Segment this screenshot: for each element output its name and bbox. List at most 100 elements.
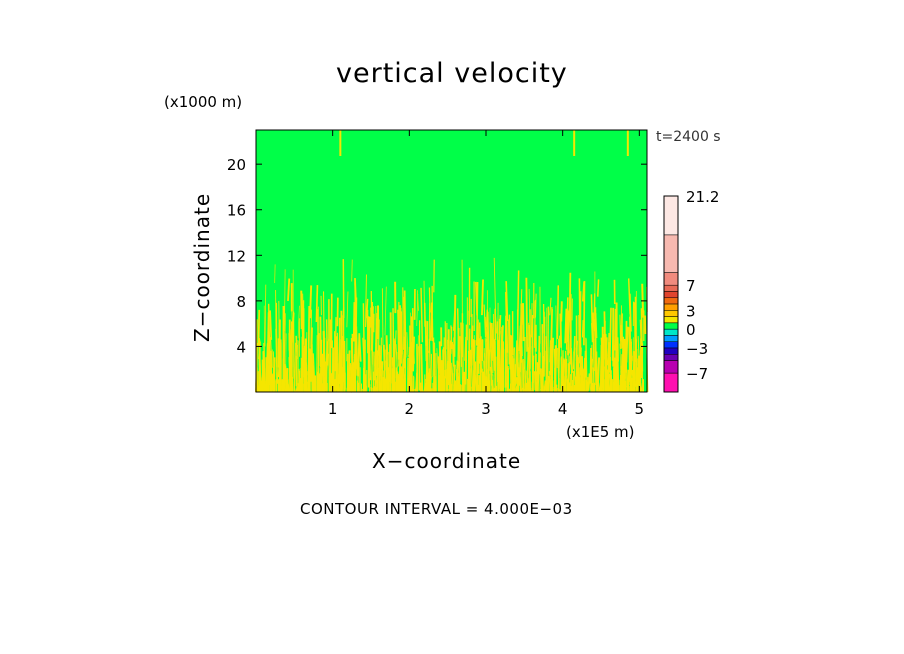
- updraft-streak: [382, 344, 386, 371]
- updraft-streak: [470, 353, 474, 392]
- updraft-streak: [581, 368, 585, 393]
- updraft-streak: [608, 307, 612, 373]
- updraft-streak: [291, 312, 295, 333]
- updraft-streak: [461, 352, 464, 392]
- y-tick-label: 16: [227, 202, 246, 220]
- colorbar-label: 0: [686, 321, 696, 339]
- x-tick-label: 3: [481, 400, 491, 418]
- updraft-streak: [614, 308, 617, 351]
- updraft-streak: [545, 336, 548, 373]
- x-axis-label: X−coordinate: [372, 449, 522, 473]
- updraft-streak: [267, 337, 271, 393]
- colorbar-label: −3: [686, 340, 708, 358]
- updraft-streak: [582, 281, 586, 302]
- updraft-streak: [572, 336, 576, 370]
- colorbar-level: [663, 297, 679, 305]
- updraft-streak: [310, 309, 313, 348]
- updraft-streak: [560, 301, 563, 322]
- updraft-streak: [530, 303, 533, 338]
- updraft-streak: [621, 344, 625, 393]
- plot-frame: [255, 129, 648, 393]
- updraft-streak: [456, 308, 460, 352]
- updraft-streak: [438, 348, 441, 379]
- updraft-streak: [309, 285, 313, 319]
- updraft-streak: [297, 340, 300, 387]
- updraft-streak: [475, 282, 479, 346]
- updraft-streak: [581, 320, 584, 338]
- updraft-streak: [620, 305, 623, 342]
- updraft-streak: [449, 362, 453, 393]
- updraft-streak: [565, 297, 569, 350]
- updraft-streak: [555, 305, 558, 369]
- colorbar-label: 21.2: [686, 188, 719, 206]
- updraft-streak: [444, 321, 447, 379]
- updraft-streak: [278, 300, 280, 357]
- updraft-streak: [504, 315, 507, 388]
- updraft-streak: [505, 281, 509, 322]
- updraft-streak: [601, 341, 604, 374]
- updraft-streak: [518, 336, 522, 386]
- x-tick-label: 2: [405, 400, 415, 418]
- updraft-streak: [483, 304, 487, 338]
- colorbar-label: 7: [686, 277, 696, 295]
- updraft-streak: [265, 343, 268, 371]
- x-tick-label: 1: [328, 400, 338, 418]
- updraft-streak: [264, 284, 267, 347]
- colorbar-level: [663, 291, 679, 299]
- updraft-streak: [278, 358, 282, 388]
- updraft-streak: [585, 338, 588, 383]
- updraft-streak: [316, 335, 318, 393]
- updraft-streak: [428, 287, 431, 313]
- updraft-streak: [547, 306, 549, 378]
- updraft-streak: [284, 269, 286, 332]
- updraft-streak: [351, 259, 353, 282]
- y-tick-label: 12: [227, 247, 246, 265]
- updraft-streak: [397, 309, 400, 360]
- updraft-streak: [575, 340, 579, 361]
- updraft-streak: [380, 361, 384, 393]
- updraft-streak: [375, 342, 378, 363]
- updraft-streak: [358, 335, 362, 362]
- updraft-streak: [334, 317, 337, 372]
- updraft-streak: [525, 277, 529, 352]
- colorbar-level: [663, 322, 679, 330]
- updraft-streak: [517, 270, 520, 325]
- updraft-streak: [381, 288, 384, 346]
- updraft-streak: [629, 355, 633, 381]
- colorbar-level: [663, 328, 679, 336]
- colorbar-label: 3: [686, 302, 696, 320]
- updraft-streak: [486, 311, 490, 371]
- updraft-streak: [285, 333, 287, 393]
- updraft-streak: [385, 335, 389, 355]
- updraft-streak: [587, 373, 591, 391]
- updraft-streak: [479, 336, 482, 393]
- updraft-streak: [579, 337, 582, 393]
- updraft-streak: [500, 326, 504, 393]
- updraft-streak: [434, 342, 436, 393]
- updraft-streak: [619, 314, 622, 349]
- updraft-streak: [423, 280, 426, 327]
- colorbar-level: [663, 303, 679, 311]
- updraft-streak: [625, 387, 629, 393]
- updraft-streak: [403, 320, 406, 339]
- updraft-streak: [556, 285, 560, 340]
- updraft-streak: [514, 340, 518, 384]
- updraft-streaks: [255, 130, 649, 393]
- updraft-streak: [485, 316, 488, 387]
- colorbar-level: [663, 272, 679, 286]
- updraft-streak: [598, 382, 602, 393]
- updraft-streak: [620, 325, 624, 349]
- updraft-streak: [592, 338, 595, 371]
- updraft-streak: [287, 278, 291, 302]
- updraft-streak: [604, 333, 608, 366]
- updraft-streak: [578, 278, 581, 342]
- updraft-streak: [384, 286, 387, 336]
- updraft-streak: [307, 305, 311, 376]
- updraft-streak: [539, 352, 541, 393]
- updraft-streak: [362, 303, 365, 363]
- updraft-streak: [628, 278, 631, 315]
- colorbar-label: −7: [686, 365, 708, 383]
- y-tick-label: 8: [236, 293, 246, 311]
- updraft-streak: [406, 332, 409, 357]
- updraft-streak: [595, 313, 598, 339]
